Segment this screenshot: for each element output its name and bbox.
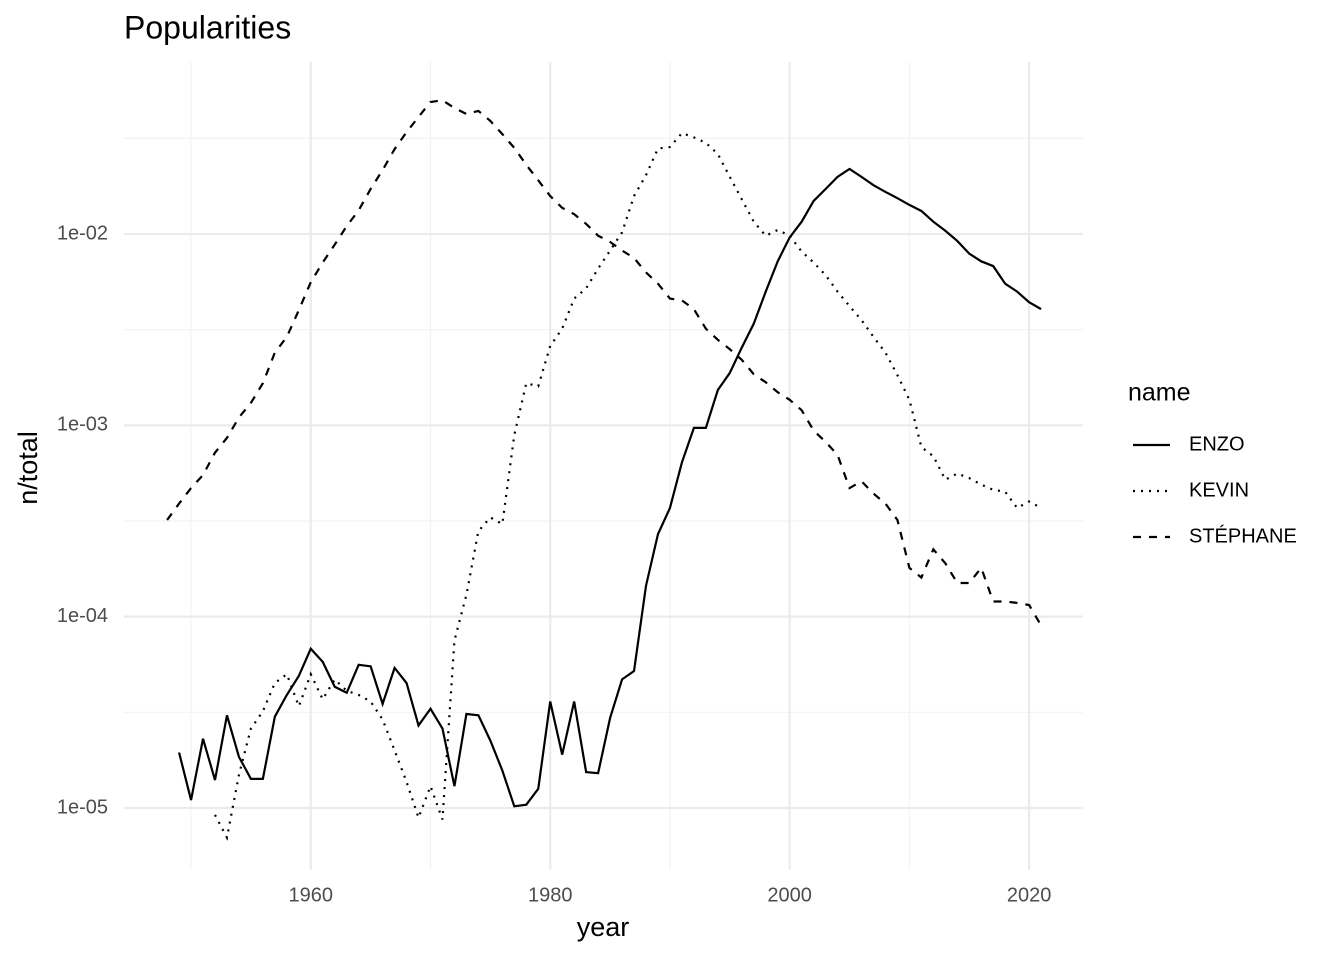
legend-label: KEVIN [1189, 479, 1249, 501]
y-tick-label: 1e-04 [57, 605, 108, 627]
x-tick-label: 2020 [1007, 884, 1052, 906]
legend-label: STÉPHANE [1189, 524, 1297, 547]
line [214, 131, 1042, 841]
chart-title: Popularities [124, 9, 291, 45]
legend-title: name [1128, 379, 1191, 407]
y-tick-label: 1e-05 [57, 796, 108, 818]
y-tick-label: 1e-03 [57, 414, 108, 436]
x-tick-label: 2000 [767, 884, 812, 906]
legend-label: ENZO [1189, 433, 1245, 455]
y-tick-label: 1e-02 [57, 222, 108, 244]
x-axis-label: year [577, 912, 630, 942]
line [166, 99, 1043, 626]
y-axis-label: n/total [13, 431, 43, 505]
x-tick-label: 1960 [289, 884, 334, 906]
line [178, 167, 1042, 808]
x-tick-label: 1980 [528, 884, 573, 906]
